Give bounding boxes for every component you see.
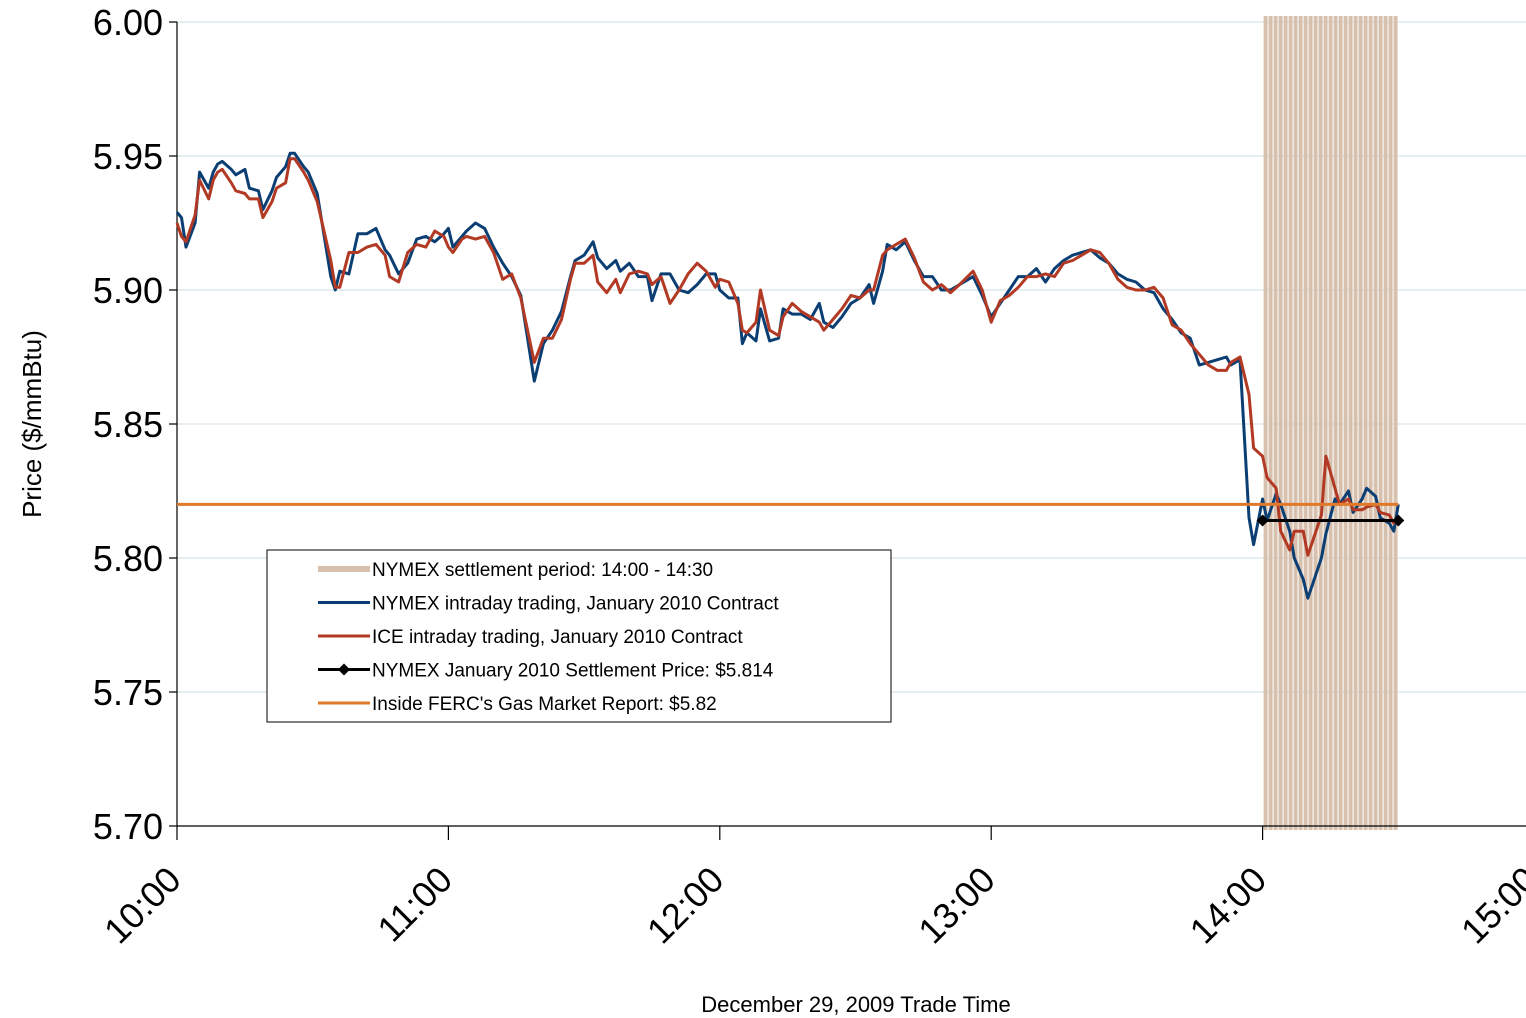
- y-tick-label: 6.00: [93, 2, 163, 43]
- legend: NYMEX settlement period: 14:00 - 14:30 NY…: [266, 549, 892, 723]
- y-tick-labels: 5.70 5.75 5.80 5.85 5.90 5.95 6.00: [93, 2, 177, 847]
- y-tick-label: 5.75: [93, 672, 163, 713]
- y-tick-label: 5.95: [93, 136, 163, 177]
- x-tick-label: 10:00: [96, 859, 189, 952]
- x-tick-label: 15:00: [1453, 859, 1526, 952]
- series-lines: [175, 151, 1400, 600]
- x-axis-title: December 29, 2009 Trade Time: [701, 992, 1010, 1017]
- x-tick-label: 14:00: [1182, 859, 1275, 952]
- settlement-price-marker: [1256, 514, 1269, 527]
- x-tick-label: 11:00: [369, 859, 460, 950]
- legend-box: [266, 549, 892, 723]
- legend-label: NYMEX intraday trading, January 2010 Con…: [372, 594, 779, 615]
- y-tick-label: 5.90: [93, 270, 163, 311]
- y-tick-label: 5.80: [93, 538, 163, 579]
- x-tick-label: 13:00: [910, 859, 1003, 952]
- reference-lines: [177, 502, 1405, 527]
- settlement-period-band: [1263, 16, 1398, 830]
- legend-label: Inside FERC's Gas Market Report: $5.82: [372, 694, 717, 715]
- legend-label: NYMEX January 2010 Settlement Price: $5.…: [372, 661, 774, 682]
- y-tick-label: 5.85: [93, 404, 163, 445]
- x-tick-labels: 10:00 11:00 12:00 13:00 14:00 15:00: [96, 826, 1526, 951]
- settlement-price-marker: [1392, 514, 1405, 527]
- y-axis-title: Price ($/mmBtu): [17, 330, 47, 518]
- legend-label: NYMEX settlement period: 14:00 - 14:30: [372, 560, 713, 581]
- legend-marker: [338, 663, 350, 676]
- ice-intraday-line: [175, 157, 1400, 557]
- x-tick-label: 12:00: [639, 859, 732, 952]
- y-tick-label: 5.70: [93, 806, 163, 847]
- legend-label: ICE intraday trading, January 2010 Contr…: [372, 627, 743, 648]
- nymex-intraday-line: [175, 151, 1400, 600]
